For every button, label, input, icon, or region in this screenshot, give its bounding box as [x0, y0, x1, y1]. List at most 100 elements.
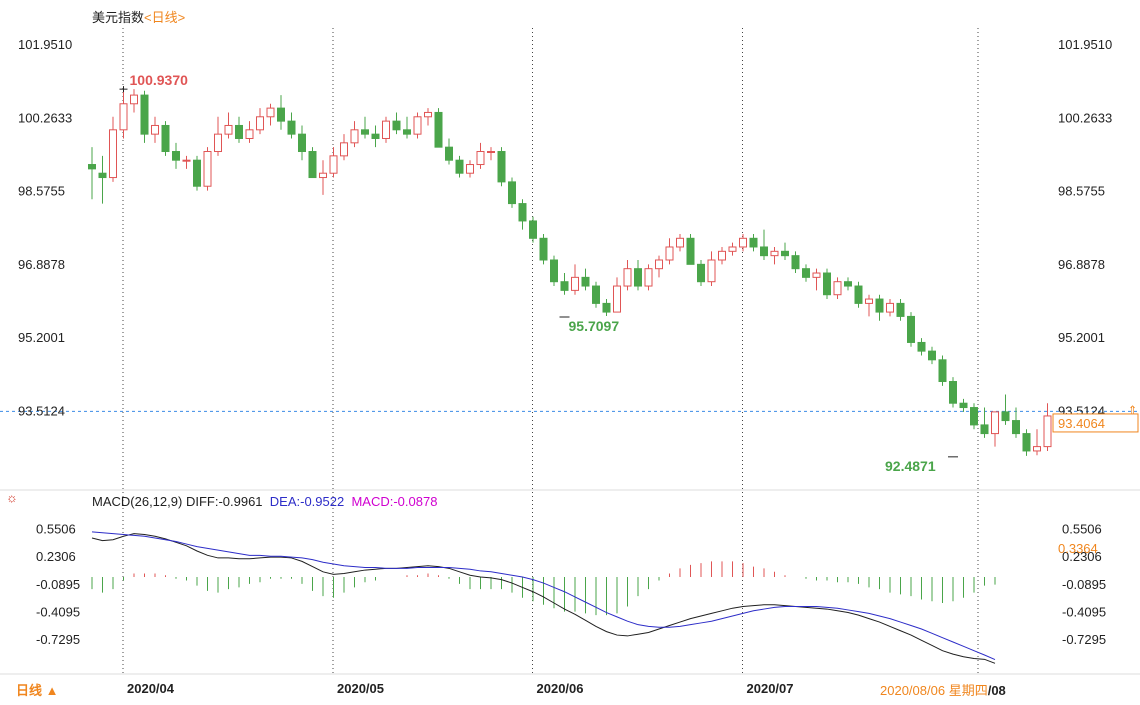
- price-y-tick-right: 95.2001: [1058, 330, 1105, 345]
- candle-body-up: [476, 151, 485, 166]
- candle-body-down: [361, 129, 369, 135]
- candle-body-down: [970, 407, 978, 426]
- candle-body-up: [728, 246, 737, 252]
- candle-body-down: [392, 120, 401, 131]
- sun-settings-icon[interactable]: ☼: [6, 490, 18, 505]
- candle-body-up: [413, 116, 422, 135]
- low-annotation: 92.4871: [885, 458, 936, 474]
- dea-value: -0.9522: [300, 494, 345, 509]
- candle-body-up: [812, 272, 821, 278]
- candle-body-up: [266, 107, 275, 118]
- macd-y-tick-left: -0.7295: [36, 632, 80, 647]
- candle-body-down: [697, 263, 705, 283]
- macd-label: MACD:: [351, 494, 394, 509]
- price-y-tick-right: 98.5755: [1058, 184, 1105, 199]
- price-y-tick-left: 101.9510: [18, 37, 72, 52]
- candle-body-down: [161, 124, 170, 153]
- price-y-tick-left: 98.5755: [18, 184, 65, 199]
- macd-y-tick-left: -0.0895: [36, 577, 80, 592]
- symbol-title: 美元指数: [92, 10, 145, 25]
- price-y-tick-right: 100.2633: [1058, 110, 1112, 125]
- candle-body-up: [487, 151, 495, 154]
- candle-body-down: [581, 276, 590, 287]
- diff-line: [91, 533, 996, 664]
- grid-layer: [0, 28, 1140, 675]
- candle-body-down: [371, 133, 380, 139]
- price-y-tick-right: 101.9510: [1058, 37, 1112, 52]
- candle-body-down: [455, 159, 464, 174]
- candle-body-down: [592, 285, 600, 304]
- candle-body-up: [466, 164, 474, 174]
- candle-body-down: [749, 237, 758, 248]
- candle-body-down: [445, 146, 453, 161]
- candle-body-up: [214, 133, 222, 153]
- candle-body-up: [707, 259, 716, 283]
- macd-y-tick-left: 0.2306: [36, 549, 76, 564]
- candle-body-up: [319, 172, 327, 179]
- candle-body-up: [350, 129, 359, 144]
- dea-line: [91, 531, 996, 660]
- period-link[interactable]: <日线>: [144, 10, 186, 25]
- candle-body-down: [854, 285, 863, 304]
- price-y-tick-left: 95.2001: [18, 330, 65, 345]
- macd-y-tick-right: -0.0895: [1062, 577, 1106, 592]
- candle-body-down: [277, 107, 285, 122]
- macd-y-tick-right: 0.5506: [1062, 521, 1102, 536]
- candle-body-up: [119, 103, 128, 131]
- candle-body-up: [382, 120, 390, 139]
- candle-body-down: [980, 424, 989, 435]
- last-price-tag: 93.4064: [1058, 416, 1105, 431]
- candle-body-up: [245, 129, 254, 139]
- candle-body-down: [823, 272, 831, 296]
- candle-body-down: [896, 302, 905, 317]
- candle-body-up: [665, 246, 674, 261]
- candle-body-down: [539, 237, 548, 261]
- candle-body-down: [308, 151, 317, 179]
- candle-body-up: [571, 276, 579, 291]
- candle-body-down: [959, 402, 968, 409]
- candle-body-down: [235, 124, 243, 139]
- high-annotation: 100.9370: [130, 72, 189, 88]
- macd-y-tick-left: -0.4095: [36, 604, 80, 619]
- period-toggle-button[interactable]: 日线 ▲: [16, 683, 59, 698]
- macd-header: MACD(26,12,9) DIFF:-0.9961 DEA:-0.9522 M…: [92, 494, 437, 509]
- candle-body-up: [109, 129, 117, 179]
- candle-body-up: [833, 281, 842, 296]
- candle-body-down: [917, 341, 926, 352]
- x-tick-label: 2020/07: [747, 681, 794, 696]
- candle-body-up: [655, 259, 663, 270]
- candle-body-up: [203, 151, 212, 187]
- macd-layer: [91, 531, 996, 664]
- candle-body-up: [865, 298, 873, 304]
- chart-header: 美元指数<日线>: [92, 7, 185, 26]
- cursor-date-readout: 2020/08/06 星期四/08: [880, 680, 1006, 699]
- macd-value: -0.0878: [393, 494, 438, 509]
- low-annotation: 95.7097: [569, 318, 620, 334]
- macd-y-tick-right: -0.7295: [1062, 632, 1106, 647]
- candle-body-down: [518, 203, 527, 222]
- candle-body-down: [634, 268, 642, 287]
- cursor-date: 2020/08/06: [880, 683, 946, 698]
- candle-body-down: [949, 381, 957, 404]
- candle-body-down: [1022, 433, 1031, 452]
- candle-body-down: [140, 94, 149, 135]
- price-y-tick-right: 96.8878: [1058, 257, 1105, 272]
- candle-body-up: [676, 237, 684, 248]
- price-candles-layer: [88, 86, 1052, 458]
- candle-body-down: [928, 350, 936, 361]
- candle-body-down: [193, 159, 201, 187]
- candle-body-down: [844, 281, 852, 287]
- candle-body-down: [602, 302, 611, 313]
- candle-body-down: [791, 255, 800, 270]
- candle-body-up: [770, 250, 779, 257]
- candle-body-down: [550, 259, 558, 283]
- candle-body-up: [886, 302, 894, 313]
- candle-body-down: [403, 129, 411, 135]
- cursor-date-tail: /08: [987, 683, 1006, 698]
- macd-y-tick-left: 0.5506: [36, 521, 76, 536]
- reference-arrow-icon: ⇑: [1128, 404, 1137, 416]
- candle-body-down: [298, 133, 306, 153]
- candle-body-up: [182, 159, 191, 162]
